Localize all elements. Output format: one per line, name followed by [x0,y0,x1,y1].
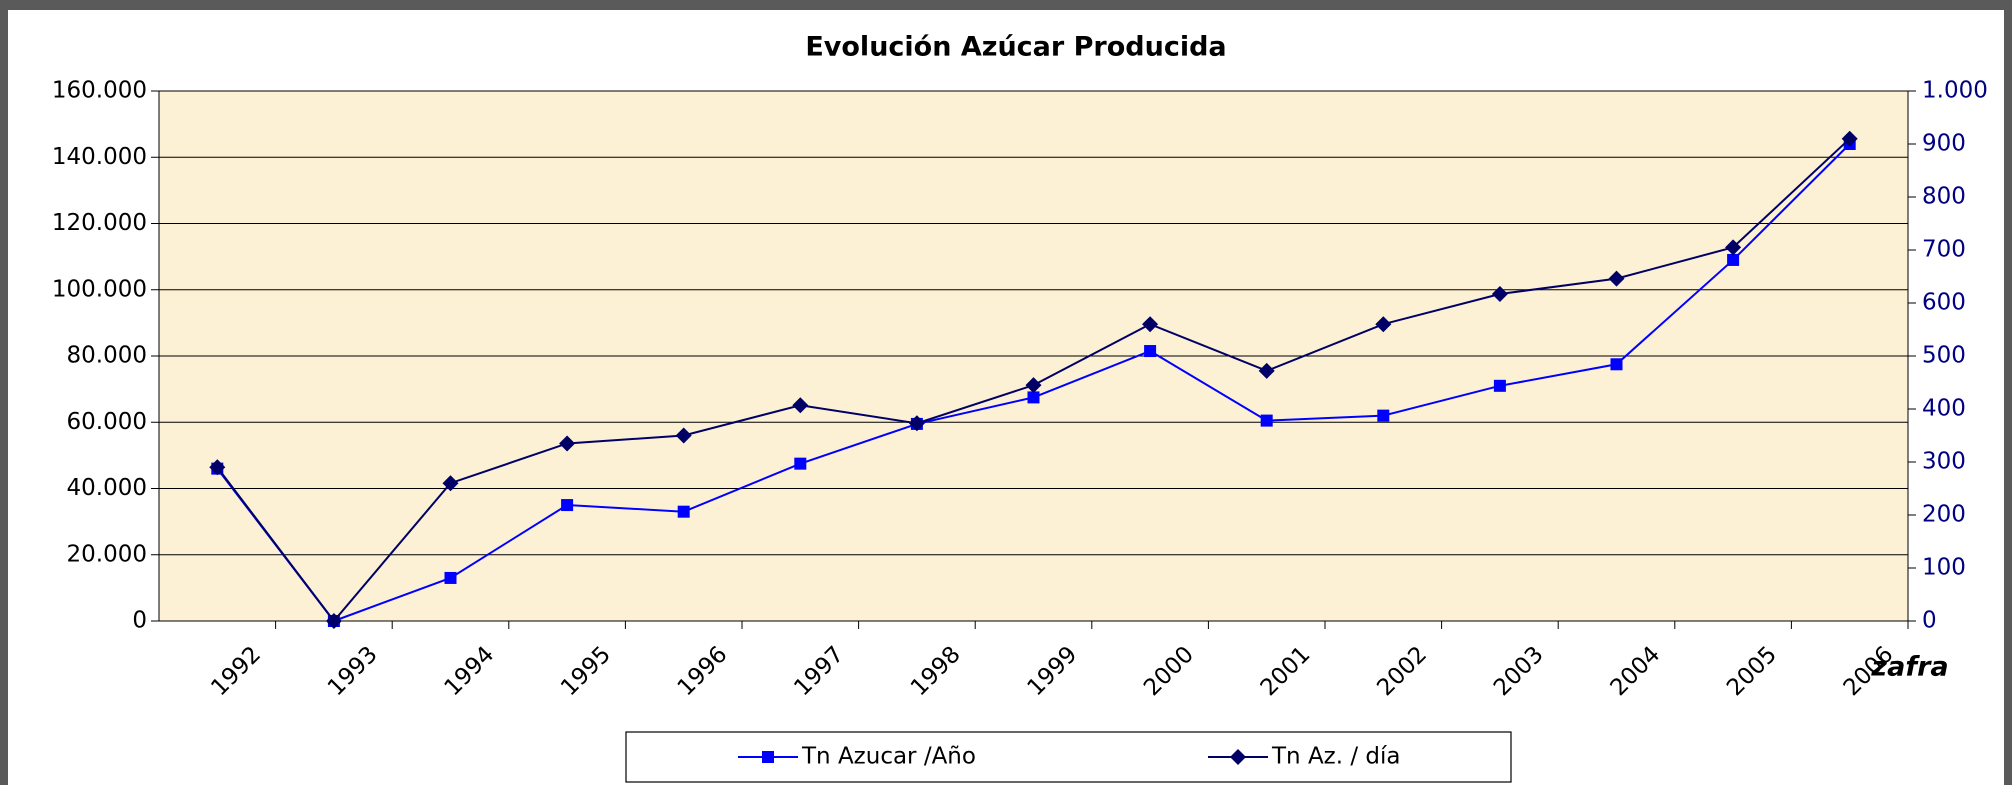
marker [445,572,457,584]
y-tick-label: 0 [132,608,147,634]
marker [1377,410,1389,422]
marker [1611,358,1623,370]
marker [1144,345,1156,357]
marker [1028,391,1040,403]
y2-tick-label: 0 [1922,608,1937,634]
legend-label: Tn Az. / día [1271,744,1401,770]
y2-tick-label: 300 [1922,449,1966,475]
y-tick-label: 160.000 [52,78,147,104]
y-tick-label: 60.000 [67,409,147,435]
y-tick-label: 80.000 [67,343,147,369]
marker [1261,415,1273,427]
marker [561,499,573,511]
y2-tick-label: 200 [1922,502,1966,528]
y2-tick-label: 100 [1922,555,1966,581]
legend-marker [762,751,774,763]
y2-tick-label: 500 [1922,343,1966,369]
marker [678,506,690,518]
y2-tick-label: 400 [1922,396,1966,422]
chart-title: Evolución Azúcar Producida [805,32,1226,63]
y-tick-label: 140.000 [52,144,147,170]
y-tick-label: 100.000 [52,276,147,302]
y2-tick-label: 900 [1922,131,1966,157]
y-tick-label: 20.000 [67,541,147,567]
y-tick-label: 120.000 [52,210,147,236]
y2-tick-label: 700 [1922,237,1966,263]
chart: Evolución Azúcar Producida zafra 020.000… [0,0,2012,785]
marker [794,458,806,470]
page: Evolución Azúcar Producida zafra 020.000… [0,0,2012,785]
y-tick-label: 40.000 [67,475,147,501]
marker [1727,254,1739,266]
legend-label: Tn Azucar /Año [801,744,976,770]
y2-tick-label: 1.000 [1922,78,1988,104]
y2-tick-label: 600 [1922,290,1966,316]
y2-tick-label: 800 [1922,184,1966,210]
marker [1494,380,1506,392]
